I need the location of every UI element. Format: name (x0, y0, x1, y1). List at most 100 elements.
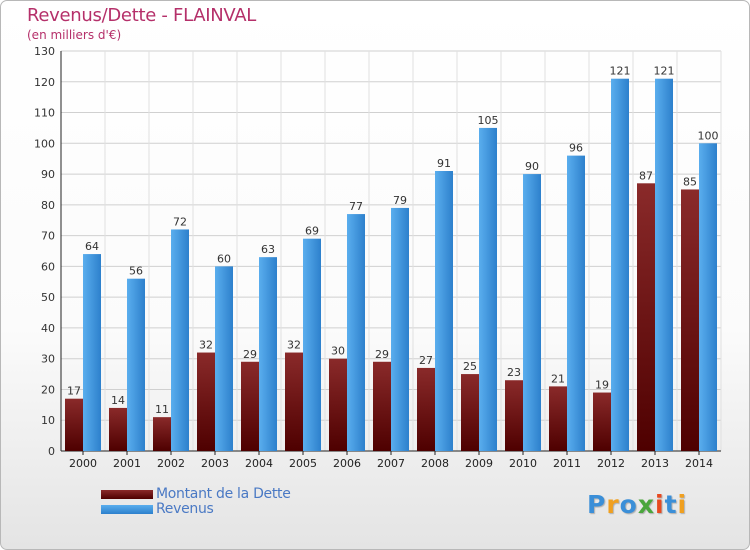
data-label: 85 (683, 175, 697, 188)
bar-debt-2000 (65, 398, 83, 451)
bar-revenue-2000 (83, 254, 101, 451)
bar-revenue-2008 (435, 171, 453, 451)
data-label: 29 (375, 348, 389, 361)
data-labels: 17 64 14 56 11 72 32 60 29 63 32 69 30 77 29 79 27 91 25 10… (67, 65, 719, 416)
bar-debt-2009 (461, 374, 479, 451)
data-label: 11 (155, 403, 169, 416)
data-label: 27 (419, 354, 433, 367)
data-label: 96 (569, 142, 583, 155)
logo-letter: x (637, 490, 655, 519)
y-tick-label: 50 (41, 291, 55, 304)
bar-revenue-2005 (303, 238, 321, 451)
x-tick-label: 2007 (377, 457, 405, 470)
bar-revenue-2013 (655, 78, 673, 451)
logo-letter: i (655, 490, 665, 519)
bar-debt-2008 (417, 367, 435, 451)
y-tick-label: 20 (41, 383, 55, 396)
legend-label-revenue: Revenus (156, 501, 214, 517)
logo-letter: P (587, 490, 607, 519)
bar-debt-2004 (241, 361, 259, 451)
y-tick-label: 10 (41, 414, 55, 427)
proxiti-logo: Proxiti (587, 490, 687, 519)
data-label: 29 (243, 348, 257, 361)
data-label: 17 (67, 385, 81, 398)
data-label: 87 (639, 169, 653, 182)
bar-debt-2011 (549, 386, 567, 451)
y-tick-label: 110 (34, 107, 55, 120)
bar-debt-2007 (373, 361, 391, 451)
bar-debt-2010 (505, 380, 523, 451)
data-label: 79 (393, 194, 407, 207)
bar-revenue-2003 (215, 266, 233, 451)
x-tick-label: 2013 (641, 457, 669, 470)
bar-debt-2014 (681, 189, 699, 451)
bar-revenue-2006 (347, 214, 365, 451)
bar-debt-2001 (109, 407, 127, 451)
bar-revenue-2009 (479, 127, 497, 451)
x-tick-label: 2001 (113, 457, 141, 470)
data-label: 14 (111, 394, 125, 407)
bar-debt-2002 (153, 417, 171, 451)
y-tick-label: 60 (41, 260, 55, 273)
legend-label-debt: Montant de la Dette (156, 486, 291, 502)
logo-letter: t (664, 490, 678, 519)
y-tick-label: 0 (48, 445, 55, 458)
x-tick-label: 2008 (421, 457, 449, 470)
data-label: 56 (129, 265, 143, 278)
data-label: 25 (463, 360, 477, 373)
bar-debt-2006 (329, 358, 347, 451)
y-tick-label: 100 (34, 137, 55, 150)
data-label: 21 (551, 372, 565, 385)
bar-debt-2003 (197, 352, 215, 451)
data-label: 60 (217, 252, 231, 265)
y-tick-label: 30 (41, 353, 55, 366)
chart-subtitle: (en milliers d'€) (27, 28, 122, 42)
data-label: 91 (437, 157, 451, 170)
data-label: 100 (698, 129, 719, 142)
data-label: 90 (525, 160, 539, 173)
bar-revenue-2010 (523, 174, 541, 452)
x-tick-label: 2005 (289, 457, 317, 470)
data-label: 105 (478, 114, 499, 127)
data-label: 63 (261, 243, 275, 256)
y-tick-label: 130 (34, 45, 55, 58)
bar-revenue-2014 (699, 143, 717, 452)
logo-letter: o (619, 490, 638, 519)
y-tick-label: 90 (41, 168, 55, 181)
data-label: 77 (349, 200, 363, 213)
data-label: 32 (287, 339, 301, 352)
bar-revenue-2007 (391, 207, 409, 451)
chart-title: Revenus/Dette - FLAINVAL (27, 5, 257, 26)
x-tick-label: 2004 (245, 457, 273, 470)
y-tick-label: 40 (41, 322, 55, 335)
bar-revenue-2004 (259, 257, 277, 451)
bar-revenue-2011 (567, 155, 585, 451)
bar-debt-2005 (285, 352, 303, 451)
bar-revenue-2001 (127, 278, 145, 451)
x-tick-label: 2006 (333, 457, 361, 470)
legend-swatch-debt (101, 490, 153, 499)
x-tick-label: 2011 (553, 457, 581, 470)
data-label: 121 (610, 65, 631, 78)
logo-letter: i (677, 490, 688, 519)
bar-revenue-2012 (611, 78, 629, 451)
x-tick-label: 2002 (157, 457, 185, 470)
logo-letter: r (606, 490, 620, 519)
x-tick-label: 2003 (201, 457, 229, 470)
x-tick-label: 2012 (597, 457, 625, 470)
legend-swatch-revenue (101, 505, 153, 514)
data-label: 23 (507, 366, 521, 379)
x-tick-label: 2014 (685, 457, 713, 470)
data-label: 19 (595, 379, 609, 392)
data-label: 121 (654, 65, 675, 78)
y-tick-label: 120 (34, 76, 55, 89)
x-tick-label: 2009 (465, 457, 493, 470)
bar-revenue-2002 (171, 229, 189, 451)
data-label: 32 (199, 339, 213, 352)
data-label: 69 (305, 225, 319, 238)
data-label: 72 (173, 215, 187, 228)
x-tick-label: 2000 (69, 457, 97, 470)
data-label: 64 (85, 240, 99, 253)
